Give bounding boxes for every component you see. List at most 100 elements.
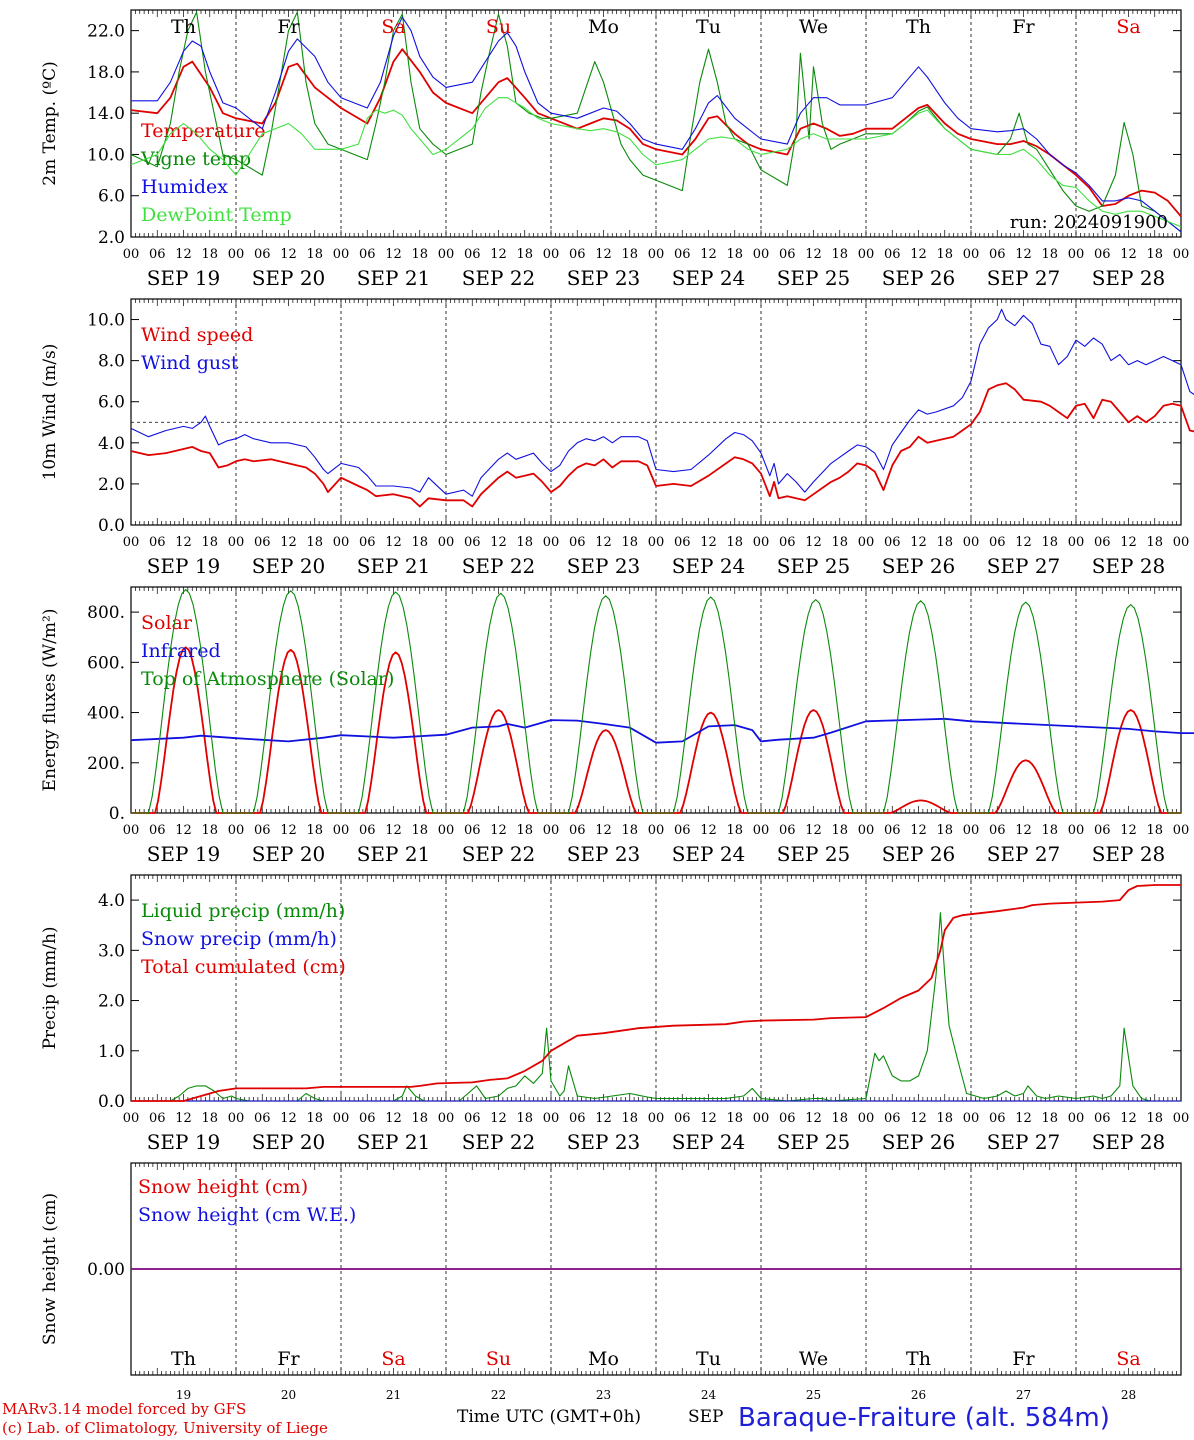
series-line-temperature xyxy=(130,48,1182,217)
hour-tick-label: 00 xyxy=(1068,247,1085,262)
weekday-label: Sa xyxy=(1116,1348,1140,1370)
date-label: SEP 19 xyxy=(147,554,221,578)
day-number-label: 25 xyxy=(806,1388,821,1402)
hour-tick-label: 00 xyxy=(123,1111,140,1126)
y-tick-label: 0.00 xyxy=(87,1260,125,1280)
y-axis-label: Energy fluxes (W/m²) xyxy=(40,609,60,792)
y-tick-label: 22.0 xyxy=(87,22,125,42)
hour-tick-label: 00 xyxy=(543,247,560,262)
date-label: SEP 19 xyxy=(147,266,221,290)
hour-tick-label: 06 xyxy=(359,1111,376,1126)
day-number-label: 23 xyxy=(596,1388,611,1402)
hour-tick-label: 12 xyxy=(1120,247,1137,262)
hour-tick-label: 00 xyxy=(858,823,875,838)
y-axis-label: Snow height (cm) xyxy=(40,1193,60,1345)
hour-tick-label: 00 xyxy=(858,247,875,262)
y-tick-label: 4.0 xyxy=(98,891,125,911)
hour-tick-label: 06 xyxy=(1094,247,1111,262)
hour-tick-label: 06 xyxy=(569,823,586,838)
date-label: SEP 21 xyxy=(357,266,431,290)
hour-tick-label: 12 xyxy=(1015,247,1032,262)
day-number-label: 21 xyxy=(386,1388,401,1402)
date-label: SEP 22 xyxy=(462,1130,536,1154)
hour-tick-label: 18 xyxy=(726,247,743,262)
hour-tick-label: 06 xyxy=(989,1111,1006,1126)
hour-tick-label: 18 xyxy=(1146,247,1163,262)
hour-tick-label: 06 xyxy=(1094,535,1111,550)
hour-tick-label: 06 xyxy=(569,1111,586,1126)
hour-tick-label: 06 xyxy=(464,247,481,262)
weekday-label: Fr xyxy=(1012,16,1035,38)
hour-tick-label: 18 xyxy=(201,823,218,838)
date-label: SEP 25 xyxy=(777,842,851,866)
hour-tick-label: 12 xyxy=(700,535,717,550)
hour-tick-label: 12 xyxy=(280,247,297,262)
date-label: SEP 22 xyxy=(462,266,536,290)
hour-tick-label: 00 xyxy=(753,1111,770,1126)
credit-lab: (c) Lab. of Climatology, University of L… xyxy=(2,1419,328,1437)
hour-tick-label: 06 xyxy=(359,247,376,262)
hour-tick-label: 12 xyxy=(805,1111,822,1126)
y-tick-label: 200. xyxy=(87,754,125,774)
y-tick-label: 3.0 xyxy=(98,941,125,961)
hour-tick-label: 06 xyxy=(359,535,376,550)
weekday-label: Th xyxy=(906,1348,931,1370)
hour-tick-label: 12 xyxy=(595,1111,612,1126)
hour-tick-label: 00 xyxy=(1068,823,1085,838)
date-label: SEP 27 xyxy=(987,1130,1061,1154)
hour-tick-label: 12 xyxy=(280,1111,297,1126)
hour-tick-label: 00 xyxy=(228,823,245,838)
hour-tick-label: 12 xyxy=(490,247,507,262)
hour-tick-label: 12 xyxy=(595,823,612,838)
day-number-label: 22 xyxy=(491,1388,506,1402)
hour-tick-label: 06 xyxy=(1094,823,1111,838)
hour-tick-label: 12 xyxy=(805,247,822,262)
hour-tick-label: 00 xyxy=(123,823,140,838)
hour-tick-label: 18 xyxy=(411,823,428,838)
date-label: SEP 28 xyxy=(1092,266,1166,290)
temp-legend-dewpoint: DewPoint Temp xyxy=(141,204,292,226)
hour-tick-label: 06 xyxy=(989,247,1006,262)
hour-tick-label: 06 xyxy=(1094,1111,1111,1126)
date-label: SEP 19 xyxy=(147,842,221,866)
hour-tick-label: 12 xyxy=(910,1111,927,1126)
y-tick-label: 0.0 xyxy=(98,1092,125,1112)
hour-tick-label: 00 xyxy=(1068,535,1085,550)
wind-legend-gust: Wind gust xyxy=(141,352,239,374)
day-number-label: 24 xyxy=(701,1388,717,1402)
hour-tick-label: 12 xyxy=(490,823,507,838)
hour-tick-label: 06 xyxy=(254,1111,271,1126)
hour-tick-label: 18 xyxy=(831,823,848,838)
date-label: SEP 23 xyxy=(567,842,641,866)
hour-tick-label: 18 xyxy=(936,823,953,838)
hour-tick-label: 00 xyxy=(228,1111,245,1126)
precip-legend-total: Total cumulated (cm) xyxy=(141,956,346,978)
hour-tick-label: 06 xyxy=(884,247,901,262)
hour-tick-label: 18 xyxy=(936,1111,953,1126)
date-label: SEP 21 xyxy=(357,1130,431,1154)
hour-tick-label: 00 xyxy=(1173,823,1190,838)
hour-tick-label: 00 xyxy=(1173,247,1190,262)
hour-tick-label: 06 xyxy=(149,535,166,550)
date-label: SEP 21 xyxy=(357,554,431,578)
weekday-label: Th xyxy=(171,1348,196,1370)
weekday-label: Fr xyxy=(277,16,300,38)
run-label: run: 2024091900 xyxy=(1010,212,1168,233)
hour-tick-label: 00 xyxy=(648,535,665,550)
hour-tick-label: 00 xyxy=(648,823,665,838)
hour-tick-label: 18 xyxy=(1041,1111,1058,1126)
hour-tick-label: 06 xyxy=(884,823,901,838)
hour-tick-label: 18 xyxy=(306,247,323,262)
hour-tick-label: 18 xyxy=(1041,823,1058,838)
hour-tick-label: 12 xyxy=(385,823,402,838)
credit-model: MARv3.14 model forced by GFS xyxy=(2,1400,247,1418)
flux-legend-infrared: Infrared xyxy=(141,640,221,662)
hour-tick-label: 18 xyxy=(1146,535,1163,550)
hour-tick-label: 18 xyxy=(516,1111,533,1126)
hour-tick-label: 00 xyxy=(438,1111,455,1126)
weekday-label: Mo xyxy=(588,1348,619,1370)
y-tick-label: 10.0 xyxy=(87,311,125,331)
y-tick-label: 6.0 xyxy=(98,187,125,207)
hour-tick-label: 00 xyxy=(333,535,350,550)
hour-tick-label: 00 xyxy=(543,535,560,550)
